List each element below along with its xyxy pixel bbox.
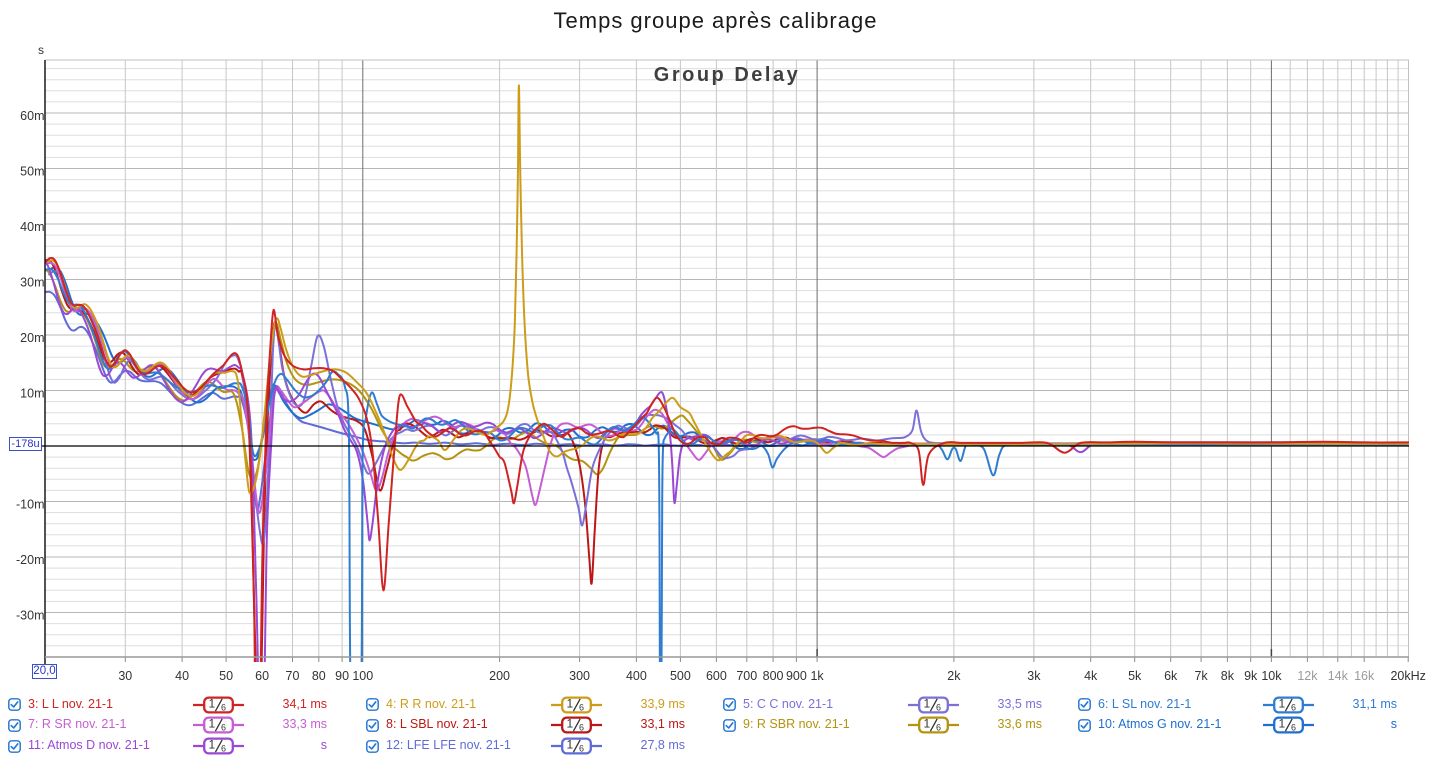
svg-text:1: 1	[209, 717, 216, 731]
svg-text:800: 800	[763, 669, 784, 683]
svg-text:1: 1	[209, 696, 216, 710]
svg-text:1: 1	[567, 738, 574, 752]
svg-text:1: 1	[567, 717, 574, 731]
svg-text:900: 900	[786, 669, 807, 683]
svg-text:30m: 30m	[20, 276, 44, 290]
svg-text:40m: 40m	[20, 220, 44, 234]
svg-text:30: 30	[118, 669, 132, 683]
svg-text:6k: 6k	[1164, 669, 1178, 683]
svg-text:16k: 16k	[1354, 669, 1375, 683]
svg-text:6: 6	[579, 702, 584, 712]
svg-text:6: 6	[1291, 723, 1296, 733]
svg-text:700: 700	[736, 669, 757, 683]
svg-text:1k: 1k	[810, 669, 824, 683]
svg-text:1: 1	[1279, 696, 1286, 710]
svg-text:1: 1	[924, 717, 931, 731]
svg-text:8k: 8k	[1221, 669, 1235, 683]
svg-text:1: 1	[209, 738, 216, 752]
svg-text:9k: 9k	[1244, 669, 1258, 683]
svg-text:3k: 3k	[1027, 669, 1041, 683]
svg-text:90: 90	[335, 669, 349, 683]
svg-text:4k: 4k	[1084, 669, 1098, 683]
svg-text:6: 6	[579, 744, 584, 754]
svg-text:6: 6	[1291, 702, 1296, 712]
svg-text:-10m: -10m	[16, 498, 44, 512]
svg-text:60: 60	[255, 669, 269, 683]
svg-text:60m: 60m	[20, 109, 44, 123]
svg-text:7k: 7k	[1194, 669, 1208, 683]
svg-text:10k: 10k	[1261, 669, 1282, 683]
svg-text:12k: 12k	[1297, 669, 1318, 683]
svg-text:5k: 5k	[1128, 669, 1142, 683]
svg-text:40: 40	[175, 669, 189, 683]
svg-text:1: 1	[1279, 717, 1286, 731]
svg-text:6: 6	[221, 702, 226, 712]
svg-text:100: 100	[352, 669, 373, 683]
svg-text:70: 70	[286, 669, 300, 683]
svg-text:600: 600	[706, 669, 727, 683]
svg-text:400: 400	[626, 669, 647, 683]
svg-text:50m: 50m	[20, 165, 44, 179]
svg-text:2k: 2k	[947, 669, 961, 683]
svg-text:20m: 20m	[20, 331, 44, 345]
svg-text:80: 80	[312, 669, 326, 683]
svg-text:1: 1	[567, 696, 574, 710]
svg-text:10m: 10m	[20, 387, 44, 401]
svg-text:200: 200	[489, 669, 510, 683]
svg-text:6: 6	[221, 723, 226, 733]
svg-text:500: 500	[670, 669, 691, 683]
svg-text:6: 6	[936, 702, 941, 712]
svg-text:6: 6	[936, 723, 941, 733]
svg-text:-30m: -30m	[16, 609, 44, 623]
svg-text:-20m: -20m	[16, 553, 44, 567]
svg-text:6: 6	[221, 744, 226, 754]
svg-text:1: 1	[924, 696, 931, 710]
svg-text:14k: 14k	[1328, 669, 1349, 683]
svg-text:50: 50	[219, 669, 233, 683]
svg-text:6: 6	[579, 723, 584, 733]
svg-text:300: 300	[569, 669, 590, 683]
svg-text:20kHz: 20kHz	[1390, 669, 1425, 683]
